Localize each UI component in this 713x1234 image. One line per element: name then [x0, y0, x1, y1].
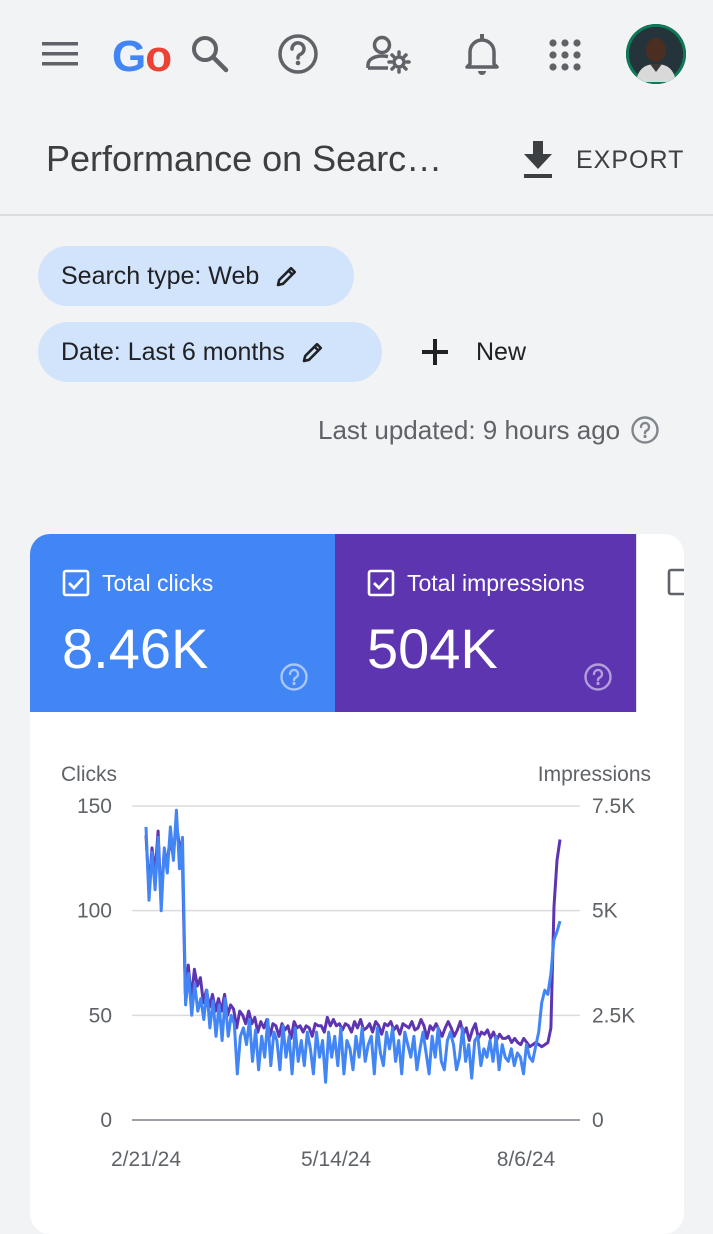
metric-label: Total clicks — [102, 569, 214, 596]
help-icon[interactable] — [279, 662, 309, 692]
total-impressions-metric[interactable]: Total impressions 504K — [335, 534, 639, 712]
checkbox-checked-icon[interactable] — [62, 569, 90, 597]
search-type-filter-chip[interactable]: Search type: Web — [38, 246, 354, 306]
performance-card: Total clicks 8.46K Total impressions 504… — [30, 534, 684, 1234]
y-tick-left: 0 — [100, 1109, 112, 1132]
title-bar — [0, 96, 713, 216]
export-button[interactable]: EXPORT — [522, 140, 684, 180]
metric-value: 504K — [367, 617, 498, 680]
metric-label: Total impressions — [407, 569, 585, 596]
new-filter-button[interactable]: New — [420, 330, 526, 374]
y-tick-left: 50 — [89, 1004, 112, 1027]
series-line-clicks — [144, 808, 562, 1084]
next-metric-tile[interactable] — [636, 534, 684, 712]
apps-grid-icon[interactable] — [548, 38, 582, 72]
checkbox-unchecked-icon[interactable] — [667, 568, 684, 598]
help-icon[interactable] — [630, 415, 660, 445]
search-icon[interactable] — [190, 34, 230, 74]
checkbox-checked-icon[interactable] — [367, 569, 395, 597]
page-title: Performance on Searc… — [46, 138, 443, 179]
x-tick-label: 5/14/24 — [301, 1148, 371, 1171]
y-tick-right: 0 — [592, 1109, 604, 1132]
date-filter-chip[interactable]: Date: Last 6 months — [38, 322, 382, 382]
help-icon[interactable] — [276, 32, 320, 76]
x-tick-label: 2/21/24 — [111, 1148, 181, 1171]
y-tick-right: 2.5K — [592, 1004, 635, 1027]
new-filter-label: New — [476, 337, 527, 366]
download-icon — [524, 141, 552, 178]
total-clicks-metric[interactable]: Total clicks 8.46K — [30, 534, 335, 712]
performance-chart: Clicks Impressions 0 0 50 2.5K 100 5K 150 7.5K 2… — [61, 763, 651, 1171]
metric-value: 8.46K — [62, 617, 209, 680]
y-axis-label-right: Impressions — [538, 763, 651, 786]
y-tick-right: 7.5K — [592, 795, 635, 818]
y-axis-label-left: Clicks — [61, 763, 117, 786]
plus-icon — [422, 339, 448, 365]
edit-pencil-icon — [276, 266, 297, 287]
last-updated-text: Last updated: 9 hours ago — [318, 414, 621, 445]
y-tick-left: 100 — [77, 900, 112, 923]
bell-icon[interactable] — [464, 32, 500, 76]
user-avatar[interactable] — [626, 24, 686, 84]
manage-accounts-icon[interactable] — [366, 34, 412, 74]
y-tick-left: 150 — [77, 795, 112, 818]
top-app-bar: Go — [0, 0, 713, 95]
x-tick-label: 8/6/24 — [497, 1148, 556, 1171]
search-type-chip-label: Search type: Web — [61, 261, 260, 290]
y-tick-right: 5K — [592, 900, 618, 923]
help-icon[interactable] — [583, 662, 613, 692]
google-logo[interactable]: Go — [112, 34, 172, 80]
export-label: EXPORT — [576, 145, 685, 174]
edit-pencil-icon — [302, 342, 322, 363]
last-updated: Last updated: 9 hours ago — [318, 410, 660, 450]
menu-icon[interactable] — [42, 40, 80, 68]
date-chip-label: Date: Last 6 months — [61, 337, 285, 366]
